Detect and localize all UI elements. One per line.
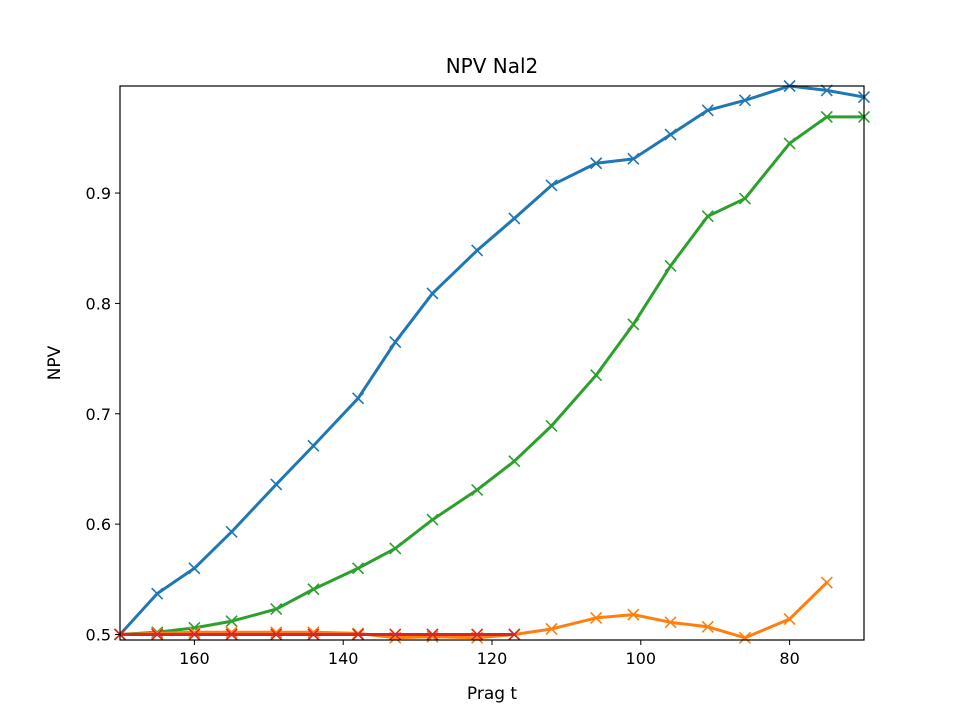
data-point-marker <box>471 628 484 641</box>
y-axis: 0.5 0.6 0.7 0.8 0.9 <box>86 184 120 644</box>
data-point-marker <box>545 419 558 432</box>
series-2 <box>113 110 871 641</box>
data-point-marker <box>426 628 439 641</box>
data-point-marker <box>225 525 238 538</box>
data-point-marker <box>352 562 365 575</box>
data-point-marker <box>627 152 640 165</box>
series-1 <box>113 79 871 641</box>
data-point-marker <box>426 513 439 526</box>
series-4 <box>113 628 521 641</box>
data-point-marker <box>590 157 603 170</box>
data-point-marker <box>545 179 558 192</box>
data-point-marker <box>225 628 238 641</box>
data-point-marker <box>151 587 164 600</box>
y-tick-label: 0.9 <box>86 184 111 203</box>
plot-frame <box>119 85 865 641</box>
data-point-marker <box>307 583 320 596</box>
data-point-marker <box>664 259 677 272</box>
data-point-marker <box>270 603 283 616</box>
data-point-marker <box>471 244 484 257</box>
data-point-marker <box>738 631 752 644</box>
data-point-marker <box>820 576 833 589</box>
series-2-line <box>118 115 866 636</box>
data-point-marker <box>701 210 714 223</box>
y-tick-label: 0.5 <box>86 625 111 644</box>
x-axis: 160 140 120 100 80 <box>179 640 800 668</box>
x-tick-label: 100 <box>626 649 657 668</box>
data-point-marker <box>389 335 402 349</box>
y-axis-label: NPV <box>45 345 65 380</box>
data-point-marker <box>783 137 796 150</box>
data-point-marker <box>664 128 677 141</box>
data-point-marker <box>508 628 521 641</box>
data-point-marker <box>627 318 640 331</box>
data-point-marker <box>352 392 365 405</box>
y-tick-label: 0.7 <box>86 405 111 424</box>
data-point-marker <box>151 628 164 641</box>
data-point-marker <box>508 212 521 225</box>
x-tick-label: 80 <box>779 649 799 668</box>
data-point-marker <box>188 562 201 575</box>
y-tick-label: 0.8 <box>86 294 111 313</box>
data-point-marker <box>820 110 833 123</box>
data-point-marker <box>307 628 320 641</box>
data-point-marker <box>352 628 365 641</box>
series-layer <box>113 79 871 644</box>
x-tick-label: 140 <box>328 649 359 668</box>
data-point-marker <box>426 287 439 300</box>
data-point-marker <box>270 478 283 491</box>
data-point-marker <box>225 615 238 628</box>
data-point-marker <box>307 439 320 452</box>
data-point-marker <box>389 542 402 555</box>
data-point-marker <box>738 192 752 205</box>
data-point-marker <box>701 620 714 633</box>
data-point-marker <box>389 628 402 641</box>
data-point-marker <box>545 622 558 636</box>
data-point-marker <box>471 483 484 496</box>
x-tick-label: 160 <box>179 649 210 668</box>
series-1-line <box>118 84 866 636</box>
data-point-marker <box>820 84 833 97</box>
data-point-marker <box>701 104 714 117</box>
chart-title: NPV Nal2 <box>446 54 539 78</box>
data-point-marker <box>590 369 603 382</box>
data-point-marker <box>188 628 201 641</box>
data-point-marker <box>664 616 677 629</box>
data-point-marker <box>627 608 640 621</box>
data-point-marker <box>508 455 521 468</box>
data-point-marker <box>783 612 796 626</box>
x-tick-label: 120 <box>477 649 508 668</box>
data-point-marker <box>738 94 752 107</box>
data-point-marker <box>590 611 603 624</box>
data-point-marker <box>270 628 283 641</box>
y-tick-label: 0.6 <box>86 515 111 534</box>
x-axis-label: Prag t <box>467 684 518 704</box>
